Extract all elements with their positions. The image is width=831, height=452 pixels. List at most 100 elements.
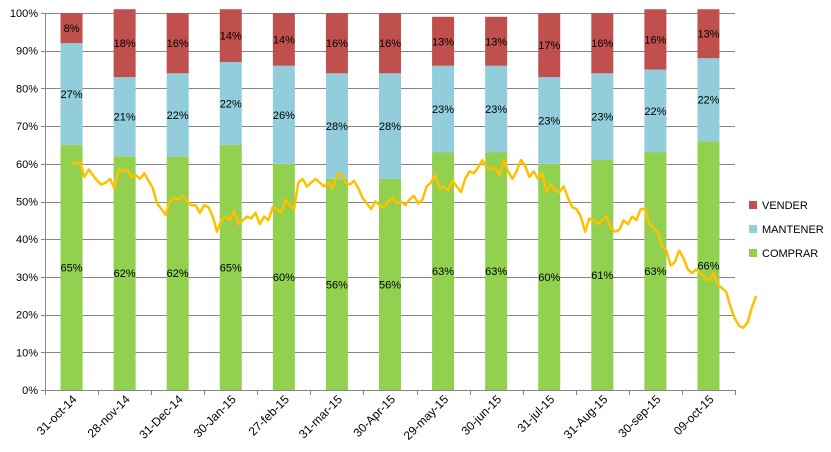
legend-swatch-vender — [749, 201, 757, 209]
bar-label-vender: 16% — [326, 38, 348, 50]
y-tick-label: 30% — [16, 272, 38, 284]
bar-comprar — [697, 141, 720, 390]
bar-mantener — [697, 58, 720, 142]
legend-label-mantener: MANTENER — [762, 224, 824, 236]
bar-label-comprar: 60% — [273, 272, 295, 284]
x-tick-label: 31-jul-15 — [514, 392, 557, 435]
y-tick-label: 10% — [16, 347, 38, 359]
bar-label-comprar: 66% — [697, 261, 719, 273]
bar-label-vender: 16% — [644, 34, 666, 46]
bar-comprar — [538, 163, 561, 390]
y-axis-tick-labels: 0% 10% 20% 30% 40% 50% 60% 70% 80% 90% 100% — [10, 8, 38, 397]
bar-mantener — [379, 73, 401, 179]
y-tick-label: 70% — [16, 121, 38, 133]
y-tick-label: 100% — [10, 8, 38, 20]
bar-comprar — [644, 152, 667, 390]
bar-mantener — [644, 69, 667, 153]
bar-label-vender: 16% — [591, 38, 613, 50]
bar-label-vender: 14% — [220, 31, 242, 43]
bar-vender — [113, 9, 136, 78]
bar-label-mantener: 26% — [273, 110, 295, 122]
legend-label-comprar: COMPRAR — [762, 248, 818, 260]
line-series-path — [70, 158, 758, 330]
bar-vender — [644, 9, 667, 70]
y-tick-label: 60% — [16, 159, 38, 171]
bar-label-mantener: 23% — [485, 104, 507, 116]
bar-label-vender: 16% — [167, 38, 189, 50]
x-tick-label: 27-feb-15 — [246, 392, 292, 438]
bar-mantener — [432, 65, 455, 153]
bar-label-vender: 13% — [432, 36, 454, 48]
bar-comprar — [485, 152, 508, 390]
bar-comprar — [325, 178, 348, 390]
legend-swatch-comprar — [749, 249, 757, 257]
bar-vender — [272, 13, 295, 66]
bar-label-mantener: 27% — [61, 89, 83, 101]
bar-mantener — [325, 73, 348, 179]
bar-vender — [60, 13, 83, 44]
bar-label-mantener: 22% — [697, 95, 719, 107]
bar-mantener — [219, 62, 242, 145]
x-tick-label: 28-nov-14 — [85, 392, 133, 440]
bar-label-vender: 13% — [485, 36, 507, 48]
bar-mantener — [272, 65, 295, 164]
legend: VENDER MANTENER COMPRAR — [749, 200, 824, 260]
bar-label-vender: 17% — [538, 40, 560, 52]
bar-label-comprar: 63% — [644, 266, 666, 278]
bar-mantener — [166, 73, 189, 157]
x-tick-label: 30-sep-15 — [615, 392, 663, 440]
bar-label-comprar: 63% — [485, 266, 507, 278]
y-tick-label: 80% — [16, 83, 38, 95]
bar-label-mantener: 28% — [326, 121, 348, 133]
y-tick-label: 90% — [16, 46, 38, 58]
bar-vender — [166, 13, 189, 74]
bars — [60, 9, 720, 390]
bar-mantener — [113, 77, 136, 157]
axes — [41, 13, 736, 395]
bar-comprar — [113, 156, 136, 390]
bar-label-comprar: 62% — [167, 268, 189, 280]
bar-label-mantener: 21% — [114, 112, 136, 124]
bar-vender — [325, 13, 348, 74]
legend-swatch-mantener — [749, 225, 757, 233]
bar-label-mantener: 22% — [167, 110, 189, 122]
bar-mantener — [538, 77, 561, 164]
y-tick-label: 50% — [16, 197, 38, 209]
bar-label-comprar: 56% — [326, 279, 348, 291]
bar-comprar — [379, 178, 401, 390]
x-tick-label: 31-mar-15 — [296, 392, 345, 441]
bar-label-vender: 13% — [697, 29, 719, 41]
bar-mantener — [485, 65, 508, 153]
y-tick-label: 40% — [16, 234, 38, 246]
bar-label-comprar: 61% — [591, 270, 613, 282]
bar-vender — [379, 13, 401, 74]
bar-label-comprar: 65% — [220, 262, 242, 274]
x-axis-tick-labels: 31-oct-14 28-nov-14 31-Dec-14 30-Jan-15 27-f… — [34, 392, 717, 443]
y-tick-label: 20% — [16, 310, 38, 322]
bar-label-vender: 14% — [273, 34, 295, 46]
bar-mantener — [60, 43, 83, 145]
bar-comprar — [219, 144, 242, 390]
bar-label-mantener: 23% — [591, 112, 613, 124]
x-tick-label: 09-oct-15 — [671, 392, 717, 438]
bar-label-vender: 18% — [114, 38, 136, 50]
bar-label-comprar: 60% — [538, 272, 560, 284]
bar-label-comprar: 56% — [379, 279, 401, 291]
bar-vender — [219, 9, 242, 63]
x-tick-label: 31-Aug-15 — [561, 392, 611, 442]
bar-comprar — [60, 144, 83, 390]
bar-label-vender: 8% — [64, 23, 80, 35]
x-tick-label: 30-Apr-15 — [350, 392, 398, 440]
bar-comprar — [166, 156, 189, 390]
x-tick-label: 31-Dec-14 — [136, 392, 186, 442]
bar-label-comprar: 63% — [432, 266, 454, 278]
legend-label-vender: VENDER — [762, 200, 808, 212]
bar-label-mantener: 23% — [432, 104, 454, 116]
bar-vender — [591, 13, 614, 74]
bar-data-labels: 65% 27% 8% 62% 21% 18% 62% 22% 16% 65% 22% 14% 60% 26… — [61, 23, 720, 291]
bar-label-comprar: 62% — [114, 268, 136, 280]
y-tick-label: 0% — [22, 385, 38, 397]
bar-comprar — [272, 163, 295, 390]
bar-label-mantener: 22% — [220, 98, 242, 110]
